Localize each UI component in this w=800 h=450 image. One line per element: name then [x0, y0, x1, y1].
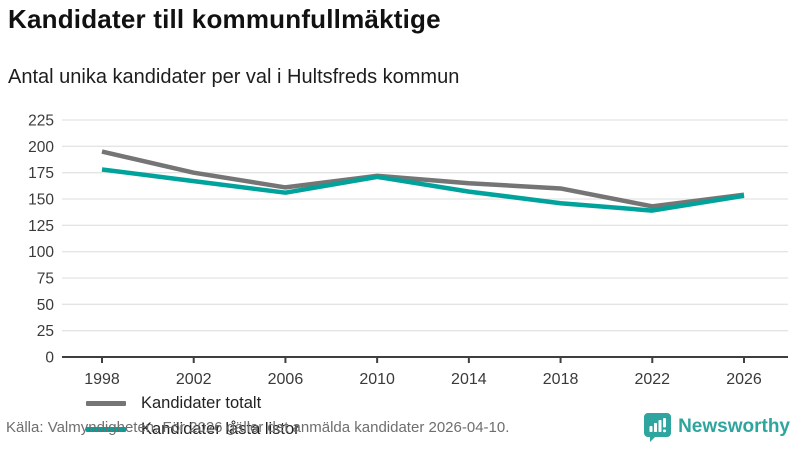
y-tick-label: 125 — [28, 218, 54, 235]
newsworthy-brand: Newsworthy — [644, 412, 790, 442]
y-tick-label: 0 — [45, 350, 54, 367]
x-tick-label: 2018 — [543, 371, 579, 388]
chart-subtitle: Antal unika kandidater per val i Hultsfr… — [8, 66, 460, 88]
page-title: Kandidater till kommunfullmäktige — [8, 4, 441, 34]
y-tick-label: 25 — [37, 323, 54, 340]
x-tick-label: 2006 — [268, 371, 304, 388]
newsworthy-logo-icon — [644, 412, 672, 442]
brand-name: Newsworthy — [678, 416, 790, 437]
y-tick-label: 150 — [28, 192, 54, 209]
x-tick-label: 2002 — [176, 371, 212, 388]
source-note: Källa: Valmyndigheten. För 2026 gäller d… — [6, 418, 510, 436]
chart-footer: Källa: Valmyndigheten. För 2026 gäller d… — [0, 410, 800, 450]
chart-canvas: 0 25 50 75 100 125 150 175 200 225 1998 2002 2006 201… — [28, 113, 788, 388]
y-tick-label: 175 — [28, 165, 54, 182]
x-tick-label: 2014 — [451, 371, 487, 388]
legend-label-locked: Kandidater låsta listor — [141, 420, 300, 438]
line-chart: 0 25 50 75 100 125 150 175 200 225 1998 2002 2006 201… — [0, 105, 800, 438]
series-line-0 — [101, 149, 745, 209]
y-tick-label: 225 — [28, 113, 54, 130]
legend-swatch-total — [86, 401, 126, 406]
y-tick-label: 50 — [37, 297, 55, 314]
y-tick-label: 200 — [28, 139, 54, 156]
legend-swatch-locked — [86, 427, 126, 432]
x-tick-label: 2026 — [726, 371, 762, 388]
y-tick-label: 100 — [28, 244, 54, 261]
legend-label-total: Kandidater totalt — [141, 394, 262, 412]
legend-item-total: Kandidater totalt — [86, 394, 300, 413]
legend-item-locked: Kandidater låsta listor — [86, 420, 300, 439]
series-line-1 — [101, 167, 745, 213]
x-tick-label: 1998 — [84, 371, 120, 388]
chart-legend: Kandidater totalt Kandidater låsta listo… — [86, 394, 300, 439]
x-tick-label: 2010 — [359, 371, 395, 388]
x-tick-label: 2022 — [634, 371, 670, 388]
y-tick-label: 75 — [37, 271, 54, 288]
